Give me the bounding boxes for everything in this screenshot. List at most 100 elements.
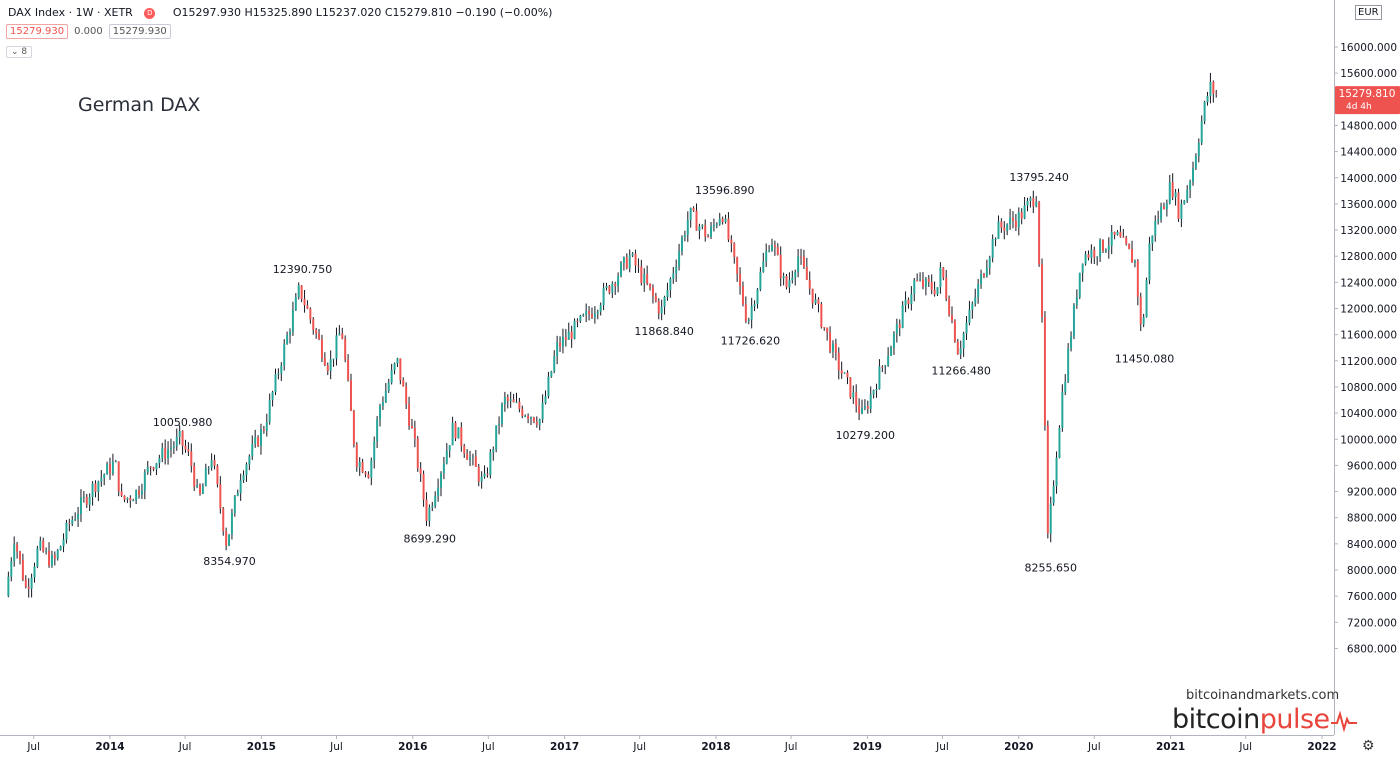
candle-body bbox=[977, 284, 980, 298]
candle-body bbox=[1072, 304, 1075, 337]
candle-body bbox=[861, 408, 864, 414]
candle-body bbox=[1006, 224, 1009, 231]
candle-body bbox=[541, 403, 544, 420]
candle-body bbox=[666, 290, 669, 297]
candle-body bbox=[1171, 182, 1174, 198]
candle-body bbox=[951, 315, 954, 321]
time-tick-label: 2020 bbox=[1004, 741, 1033, 753]
candle-body bbox=[518, 401, 521, 409]
price-tick-label: 16000.000 bbox=[1340, 42, 1397, 54]
candle-body bbox=[18, 551, 21, 560]
candle-body bbox=[625, 257, 628, 269]
price-box-left[interactable]: 15279.930 bbox=[6, 24, 69, 39]
candle-body bbox=[866, 405, 869, 409]
candle-body bbox=[393, 363, 396, 371]
candle-body bbox=[916, 280, 919, 282]
candle-body bbox=[956, 341, 959, 355]
candle-body bbox=[585, 310, 588, 315]
indicator-toggle[interactable]: ⌄ 8 bbox=[6, 46, 33, 58]
candle-body bbox=[1145, 280, 1148, 318]
candle-body bbox=[114, 461, 117, 463]
candle-body bbox=[498, 423, 501, 426]
candle-body bbox=[646, 274, 649, 284]
candle-body bbox=[1168, 182, 1171, 204]
candle-body bbox=[338, 333, 341, 336]
candle-body bbox=[680, 237, 683, 252]
candle-body bbox=[521, 408, 524, 416]
candle-body bbox=[605, 285, 608, 288]
candle-body bbox=[863, 405, 866, 409]
candle-body bbox=[1189, 181, 1192, 190]
candle-body bbox=[251, 444, 254, 457]
candle-body bbox=[97, 481, 100, 493]
candle-body bbox=[347, 359, 350, 381]
candle-body bbox=[117, 461, 120, 492]
candle-body bbox=[88, 496, 91, 505]
candle-body bbox=[1055, 457, 1058, 487]
candle-body bbox=[634, 253, 637, 266]
candle-body bbox=[24, 579, 27, 587]
candle-body bbox=[169, 447, 172, 450]
candle-body bbox=[146, 466, 149, 473]
candle-body bbox=[1052, 486, 1055, 504]
symbol-line[interactable]: DAX Index · 1W · XETR bbox=[8, 6, 133, 19]
candle-body bbox=[724, 218, 727, 223]
candle-body bbox=[968, 309, 971, 324]
candle-body bbox=[712, 224, 715, 227]
candle-body bbox=[358, 461, 361, 468]
gear-icon[interactable]: ⚙ bbox=[1362, 737, 1375, 753]
candle-body bbox=[1206, 95, 1209, 102]
candle-body bbox=[852, 392, 855, 398]
candle-body bbox=[1075, 297, 1078, 305]
candle-body bbox=[982, 273, 985, 277]
candle-body bbox=[985, 267, 988, 277]
candle-body bbox=[1157, 219, 1160, 222]
price-box-right[interactable]: 15279.930 bbox=[108, 24, 171, 39]
price-annotation: 10279.200 bbox=[836, 429, 896, 442]
candle-body bbox=[1116, 231, 1119, 235]
candle-body bbox=[1209, 81, 1212, 96]
candle-body bbox=[829, 332, 832, 352]
candle-body bbox=[1078, 272, 1081, 298]
candle-body bbox=[199, 484, 202, 494]
candle-body bbox=[843, 372, 846, 374]
candle-body bbox=[379, 406, 382, 420]
candle-body bbox=[155, 463, 158, 470]
candle-body bbox=[654, 295, 657, 301]
candle-body bbox=[1200, 121, 1203, 143]
time-tick-label: Jul bbox=[481, 741, 495, 753]
candle-body bbox=[657, 300, 660, 314]
candle-body bbox=[16, 544, 19, 552]
candle-body bbox=[837, 352, 840, 371]
candle-body bbox=[201, 486, 204, 494]
candle-body bbox=[718, 218, 721, 225]
candle-body bbox=[50, 555, 53, 566]
candle-body bbox=[77, 513, 80, 520]
currency-button[interactable]: EUR bbox=[1355, 5, 1382, 20]
candle-body bbox=[434, 496, 437, 507]
candle-body bbox=[805, 266, 808, 280]
candle-body bbox=[878, 366, 881, 390]
data-source-badge[interactable]: D bbox=[144, 7, 156, 19]
candle-body bbox=[486, 473, 489, 475]
candle-body bbox=[62, 539, 65, 547]
candle-body bbox=[1194, 156, 1197, 169]
candle-body bbox=[602, 287, 605, 306]
candle-body bbox=[94, 483, 97, 493]
candle-body bbox=[431, 506, 434, 508]
candle-body bbox=[820, 304, 823, 328]
symbol-legend[interactable]: DAX Index · 1W · XETR D O15297.930 H1532… bbox=[8, 6, 552, 19]
candle-body bbox=[527, 415, 530, 419]
candle-body bbox=[109, 464, 111, 474]
candle-body bbox=[921, 279, 924, 287]
candle-body bbox=[593, 313, 596, 318]
candle-body bbox=[222, 508, 225, 532]
candle-body bbox=[1104, 249, 1107, 252]
price-tick-label: 15600.000 bbox=[1340, 68, 1397, 80]
candle-body bbox=[727, 218, 730, 240]
candle-body bbox=[152, 467, 155, 470]
candle-body bbox=[318, 333, 321, 340]
